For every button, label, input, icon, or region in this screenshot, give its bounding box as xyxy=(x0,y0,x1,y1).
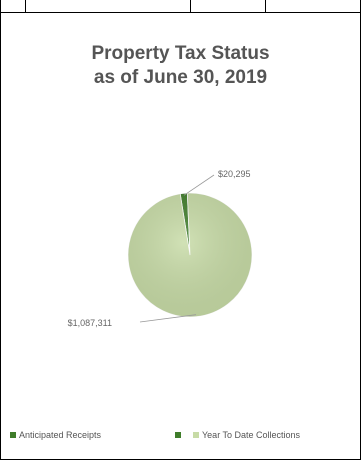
table-cell-border xyxy=(25,0,26,13)
chart-legend: Anticipated Receipts Year To Date Collec… xyxy=(0,428,361,442)
table-cell-border xyxy=(0,0,1,13)
pie-slice-year-to-date-collections xyxy=(127,192,253,318)
table-cell-border xyxy=(190,0,191,13)
data-label-anticipated-receipts: $20,295 xyxy=(218,169,251,179)
legend-swatch-year-to-date-collections xyxy=(193,432,199,438)
table-row-bottom-border xyxy=(0,12,361,13)
data-label-year-to-date-collections: $1,087,311 xyxy=(68,318,112,328)
leader-line-anticipated-receipts xyxy=(183,174,215,196)
legend-label-anticipated-receipts: Anticipated Receipts xyxy=(19,430,102,440)
chart-title-line-2: as of June 30, 2019 xyxy=(93,67,268,88)
pie-slices xyxy=(127,192,253,318)
chart-title-line-1: Property Tax Status xyxy=(91,43,270,64)
pie-data-labels: $20,295 $1,087,311 xyxy=(68,169,251,328)
legend-label-year-to-date-collections: Year To Date Collections xyxy=(202,430,301,440)
legend-swatch-extra xyxy=(175,432,181,438)
legend-swatch-anticipated-receipts xyxy=(10,432,16,438)
leader-line-year-to-date-collections xyxy=(139,314,197,323)
table-cell-border xyxy=(265,0,266,13)
